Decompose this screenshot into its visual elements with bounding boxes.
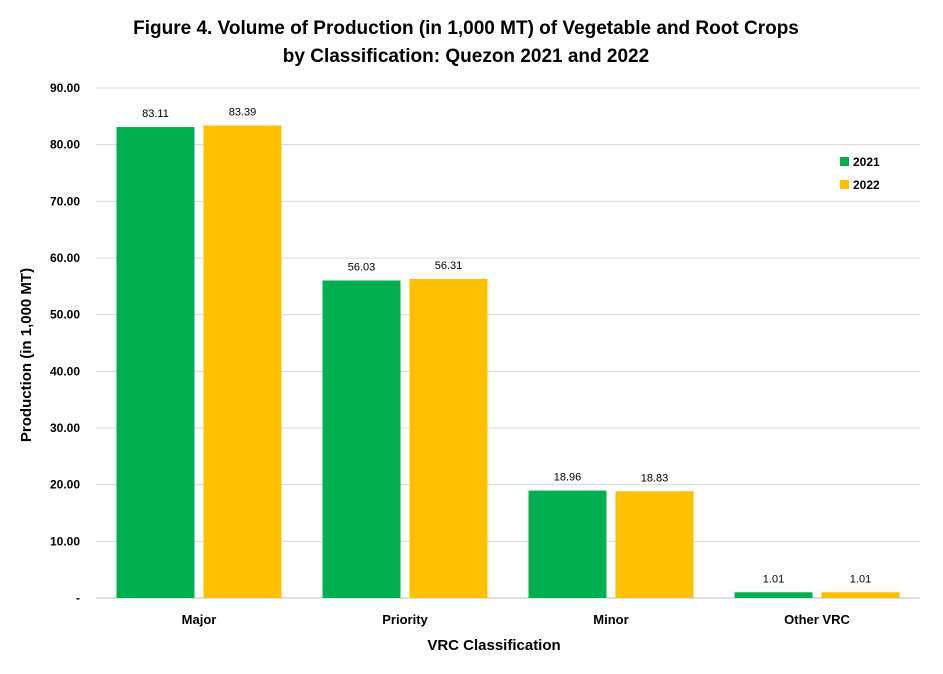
data-label: 83.11 (142, 108, 169, 120)
chart-title-line1: Figure 4. Volume of Production (in 1,000… (133, 18, 799, 39)
data-label: 1.01 (850, 573, 871, 585)
legend-label-2022: 2022 (853, 178, 880, 192)
y-tick-label: 10.00 (50, 534, 80, 548)
data-label: 83.39 (229, 106, 257, 118)
y-tick-label: 90.00 (50, 81, 80, 95)
y-tick-label: 40.00 (50, 364, 80, 378)
bars (116, 125, 900, 598)
bar-2022-other-vrc (821, 592, 900, 598)
x-tick-label: Major (182, 612, 217, 627)
x-tick-label: Other VRC (784, 612, 850, 627)
bar-2022-major (203, 125, 282, 598)
bar-2022-priority (409, 278, 488, 598)
data-labels: 83.11 83.39 56.03 56.31 18.96 18.83 1.01 1.01 (142, 106, 871, 585)
legend-swatch-2021 (840, 157, 849, 166)
y-tick-label: 50.00 (50, 308, 80, 322)
y-tick-label: 70.00 (50, 194, 80, 208)
y-axis-label: Production (in 1,000 MT) (18, 268, 35, 442)
data-label: 18.83 (641, 472, 669, 484)
bar-2021-priority (322, 280, 401, 598)
y-tick-label: 80.00 (50, 138, 80, 152)
bar-2021-other-vrc (734, 592, 813, 598)
y-tick-label: 60.00 (50, 251, 80, 265)
y-axis-ticks: - 10.00 20.00 30.00 40.00 50.00 60.00 70.00 80.0… (50, 81, 80, 605)
bar-2021-major (116, 127, 195, 598)
bar-2021-minor (528, 490, 607, 598)
legend: 2021 2022 (840, 155, 880, 192)
data-label: 56.03 (348, 261, 376, 273)
x-tick-label: Priority (382, 612, 428, 627)
legend-label-2021: 2021 (853, 155, 880, 169)
bar-2022-minor (615, 491, 694, 598)
legend-swatch-2022 (840, 180, 849, 189)
x-tick-label: Minor (593, 612, 628, 627)
y-tick-label: - (76, 591, 80, 605)
data-label: 1.01 (763, 573, 784, 585)
y-tick-label: 20.00 (50, 478, 80, 492)
y-tick-label: 30.00 (50, 421, 80, 435)
x-axis-label: VRC Classification (427, 637, 560, 654)
x-axis-ticks: Major Priority Minor Other VRC (182, 612, 851, 627)
data-label: 18.96 (554, 472, 582, 484)
chart-title-line2: by Classification: Quezon 2021 and 2022 (283, 46, 649, 67)
data-label: 56.31 (435, 260, 463, 272)
